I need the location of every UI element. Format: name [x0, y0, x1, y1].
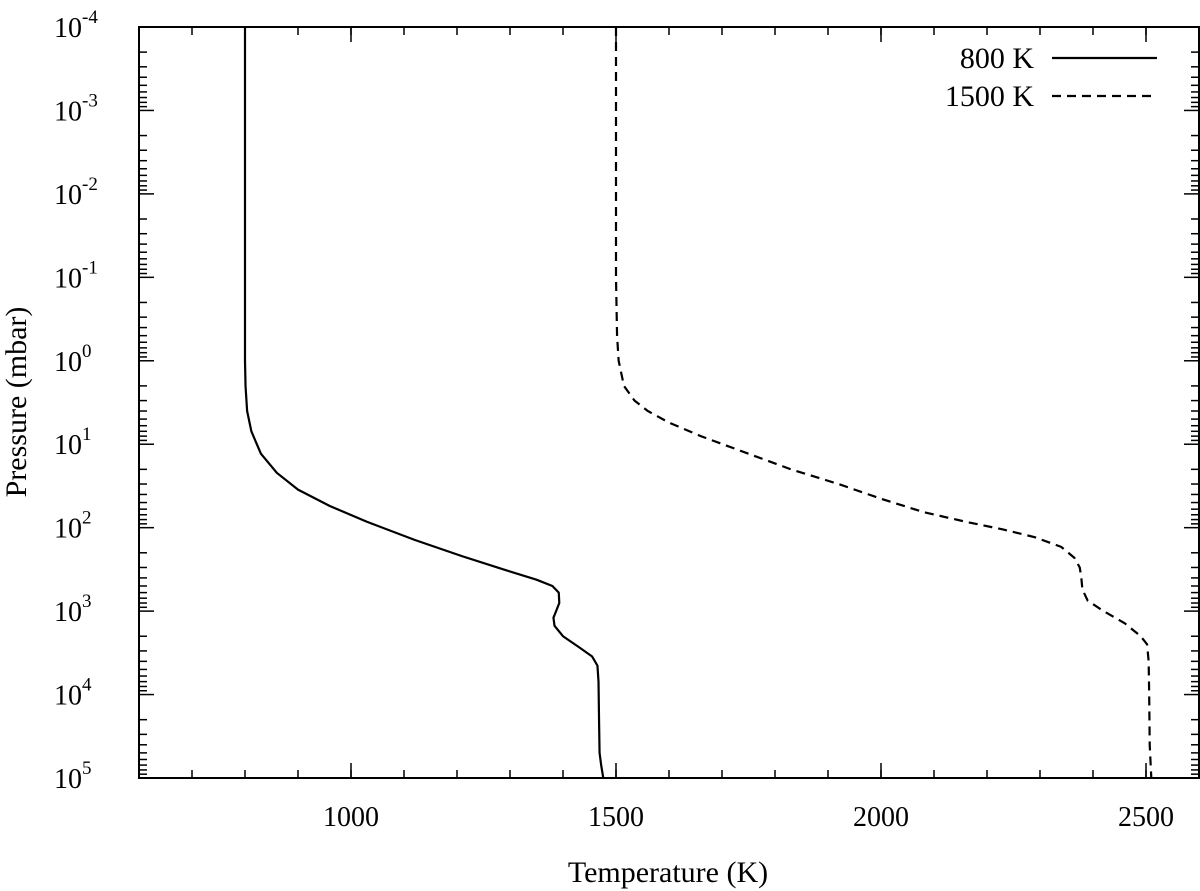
major-ticks: [139, 26, 1199, 779]
y-tick-exponent: 2: [82, 508, 92, 529]
legend: 800 K 1500 K: [945, 42, 1157, 113]
y-tick-label: 10-2: [54, 174, 98, 211]
plot-frame: [138, 26, 1200, 779]
y-tick-label: 104: [54, 675, 92, 712]
y-tick-exponent: -1: [82, 257, 98, 278]
y-tick-exponent: 3: [82, 591, 92, 612]
y-tick-exponent: -4: [82, 7, 98, 28]
series-line-1: [243, 27, 605, 779]
y-tick-label: 10-4: [54, 7, 98, 44]
legend-label-1: 800 K: [960, 42, 1035, 75]
series-line-2: [614, 27, 1153, 779]
y-tick-label: 10-1: [54, 257, 98, 294]
x-tick-label: 2000: [853, 802, 909, 833]
series-layer: [243, 27, 1153, 779]
y-tick-label: 10-3: [54, 90, 98, 127]
y-tick-label: 102: [54, 508, 92, 545]
y-tick-exponent: 5: [82, 758, 92, 779]
y-tick-exponent: -3: [82, 90, 98, 111]
y-tick-exponent: 1: [82, 424, 92, 445]
x-tick-labels: 1000 1500 2000 2500: [323, 802, 1174, 833]
x-axis-title: Temperature (K): [568, 856, 768, 889]
y-tick-label: 101: [54, 424, 92, 461]
y-axis-title: Pressure (mbar): [0, 307, 33, 498]
x-tick-label: 1500: [588, 802, 644, 833]
y-tick-exponent: -2: [82, 174, 98, 195]
y-tick-exponent: 4: [82, 675, 92, 696]
x-tick-label: 2500: [1118, 802, 1174, 833]
y-tick-exponent: 0: [82, 341, 92, 362]
y-tick-label: 103: [54, 591, 92, 628]
minor-ticks: [139, 27, 1199, 778]
y-tick-label: 105: [54, 758, 92, 795]
x-tick-label: 1000: [323, 802, 379, 833]
y-tick-label: 100: [54, 341, 92, 378]
legend-label-2: 1500 K: [945, 80, 1035, 113]
